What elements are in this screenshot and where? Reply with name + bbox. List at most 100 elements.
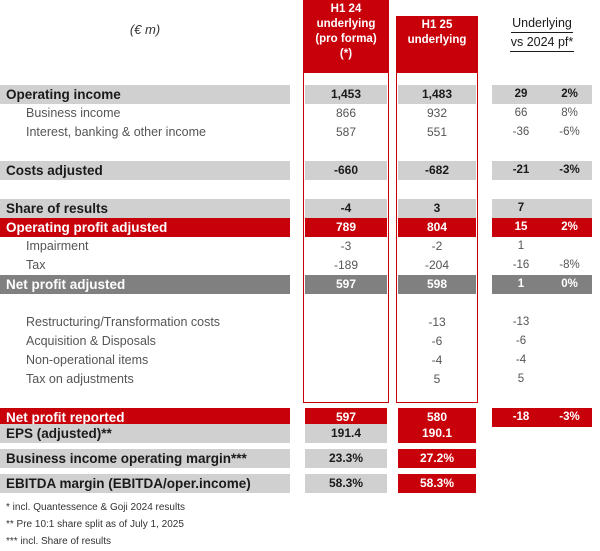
table-row: Tax -189 -204 -16 -8%	[0, 256, 600, 275]
cell-c1-acquisition-disposals	[307, 332, 385, 351]
kpi-label-band	[0, 474, 290, 493]
row-band	[492, 218, 592, 237]
cell-c2-costs-adjusted: -682	[424, 163, 450, 177]
cell-c2-net-profit-adjusted: 598	[426, 277, 448, 291]
table-row: Interest, banking & other income 587 551 -3…	[0, 123, 600, 142]
table-row: Business income 866 932 66 8%	[0, 104, 600, 123]
cell-c1-operating-profit-adjusted: 789	[335, 220, 357, 234]
kpi-label-ebitda-margin-ebitda-oper-income: EBITDA margin (EBITDA/oper.income)	[6, 476, 251, 491]
column-header-h1-25-line1: H1 25	[421, 19, 453, 31]
kpi-h1-25-band	[398, 424, 476, 443]
row-band	[398, 218, 476, 237]
cell-cv-net-profit-reported: -18	[512, 411, 530, 423]
unit-label: (€ m)	[129, 22, 161, 37]
cell-cv-non-operational-items: -4	[515, 354, 527, 366]
table-row: Costs adjusted -660 -682 -21 -3%	[0, 161, 600, 180]
cell-c1-tax-on-adjustments	[307, 370, 385, 389]
row-label-operating-profit-adjusted: Operating profit adjusted	[6, 220, 168, 235]
row-band	[0, 218, 290, 237]
row-label-non-operational-items: Non-operational items	[26, 353, 149, 367]
row-label-tax-on-adjustments: Tax on adjustments	[26, 372, 134, 386]
row-band	[0, 85, 290, 104]
row-band	[305, 218, 387, 237]
cell-cv-share-of-results: 7	[517, 202, 525, 214]
row-label-interest-banking-other-income: Interest, banking & other income	[26, 125, 206, 139]
column-header-h1-25-line2: underlying	[407, 34, 467, 46]
row-band	[398, 275, 476, 294]
column-header-change-line1: Underlying	[511, 14, 573, 33]
cell-cp-operating-profit-adjusted: 2%	[561, 221, 578, 233]
row-band	[492, 161, 592, 180]
row-band	[0, 275, 290, 294]
row-band	[0, 199, 290, 218]
kpi-h1-24-band	[305, 424, 387, 443]
column-header-h1-24-line3: (pro forma)	[315, 33, 377, 45]
cell-c2-acquisition-disposals: -6	[431, 334, 443, 348]
cell-cp-tax-on-adjustments	[547, 370, 592, 389]
cell-cp-interest-banking-other-income: -6%	[559, 126, 580, 138]
table-row: Operating profit adjusted 789 804 15 2%	[0, 218, 600, 237]
table-row: Operating income 1,453 1,483 29 2%	[0, 85, 600, 104]
table-row-spacer	[0, 294, 600, 313]
row-band	[0, 161, 290, 180]
kpi-cell-h1-24-ebitda-margin-ebitda-oper-income: 58.3%	[328, 476, 364, 490]
table-row-spacer	[0, 142, 600, 161]
cell-cp-operating-income: 2%	[561, 88, 578, 100]
row-label-acquisition-disposals: Acquisition & Disposals	[26, 334, 156, 348]
row-band	[398, 161, 476, 180]
cell-cp-tax: -8%	[559, 259, 580, 271]
table-row: Restructuring/Transformation costs -13 -13	[0, 313, 600, 332]
footnote-1: * incl. Quantessence & Goji 2024 results	[6, 502, 185, 513]
cell-c2-operating-profit-adjusted: 804	[426, 220, 448, 234]
kpi-cell-h1-24-business-income-operating-margin: 23.3%	[328, 451, 364, 465]
row-label-share-of-results: Share of results	[6, 201, 109, 216]
cell-cv-operating-profit-adjusted: 15	[514, 221, 528, 233]
column-header-h1-24-line2: underlying	[316, 18, 376, 30]
kpi-h1-25-band	[398, 449, 476, 468]
kpi-cell-h1-25-business-income-operating-margin: 27.2%	[419, 451, 455, 465]
column-header-h1-24-line1: H1 24	[330, 3, 362, 15]
cell-cp-share-of-results	[547, 199, 592, 218]
cell-cp-business-income: 8%	[561, 107, 578, 119]
row-band	[0, 408, 290, 427]
cell-c1-non-operational-items	[307, 351, 385, 370]
row-band	[305, 161, 387, 180]
row-band	[305, 275, 387, 294]
table-row: Acquisition & Disposals -6 -6	[0, 332, 600, 351]
cell-cp-impairment	[547, 237, 592, 256]
kpi-label-eps-adjusted: EPS (adjusted)**	[6, 426, 112, 441]
cell-c2-restructuring-transformation-costs: -13	[428, 315, 446, 329]
kpi-row: EPS (adjusted)** 191.4 190.1	[0, 424, 600, 443]
kpi-label-band	[0, 424, 290, 443]
row-band	[398, 408, 476, 427]
cell-c2-tax: -204	[424, 258, 450, 272]
cell-cp-non-operational-items	[547, 351, 592, 370]
cell-cv-tax: -16	[512, 259, 530, 271]
cell-c2-net-profit-reported: 580	[426, 410, 448, 424]
column-header-h1-24: H1 24 underlying (pro forma) (*)	[303, 0, 389, 73]
row-band	[492, 408, 592, 427]
cell-cv-operating-income: 29	[514, 88, 528, 100]
cell-c1-costs-adjusted: -660	[333, 163, 359, 177]
cell-c1-net-profit-adjusted: 597	[335, 277, 357, 291]
kpi-row: Business income operating margin*** 23.3%…	[0, 449, 600, 468]
cell-cv-restructuring-transformation-costs: -13	[512, 316, 530, 328]
kpi-cell-h1-25-ebitda-margin-ebitda-oper-income: 58.3%	[419, 476, 455, 490]
row-label-net-profit-adjusted: Net profit adjusted	[6, 277, 126, 292]
cell-cv-costs-adjusted: -21	[512, 164, 530, 176]
row-band	[398, 85, 476, 104]
cell-c2-share-of-results: 3	[433, 201, 441, 215]
row-band	[492, 85, 592, 104]
kpi-h1-24-band	[305, 474, 387, 493]
column-header-h1-25: H1 25 underlying	[396, 16, 478, 73]
cell-c1-impairment: -3	[340, 239, 352, 253]
kpi-row: EBITDA margin (EBITDA/oper.income) 58.3% 5…	[0, 474, 600, 493]
table-row: Net profit adjusted 597 598 1 0%	[0, 275, 600, 294]
row-band	[305, 85, 387, 104]
row-band	[492, 199, 592, 218]
row-band	[305, 408, 387, 427]
cell-cv-impairment: 1	[517, 240, 525, 252]
column-header-change-line2: vs 2024 pf*	[509, 33, 575, 52]
footnote-2: ** Pre 10:1 share split as of July 1, 20…	[6, 519, 184, 530]
